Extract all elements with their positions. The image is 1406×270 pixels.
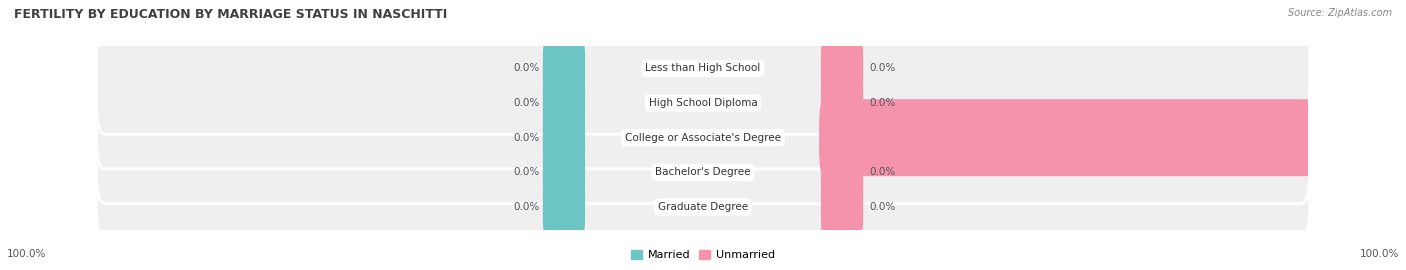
- Text: 0.0%: 0.0%: [513, 202, 540, 212]
- Text: 100.0%: 100.0%: [7, 249, 46, 259]
- Text: Less than High School: Less than High School: [645, 63, 761, 73]
- FancyBboxPatch shape: [96, 37, 1310, 169]
- Text: 0.0%: 0.0%: [513, 133, 540, 143]
- FancyBboxPatch shape: [543, 75, 585, 131]
- FancyBboxPatch shape: [543, 110, 585, 166]
- FancyBboxPatch shape: [96, 141, 1310, 270]
- Legend: Married, Unmarried: Married, Unmarried: [627, 245, 779, 264]
- FancyBboxPatch shape: [543, 144, 585, 200]
- Text: 0.0%: 0.0%: [869, 98, 896, 108]
- Text: 0.0%: 0.0%: [513, 63, 540, 73]
- FancyBboxPatch shape: [821, 179, 863, 235]
- FancyBboxPatch shape: [96, 72, 1310, 204]
- Text: FERTILITY BY EDUCATION BY MARRIAGE STATUS IN NASCHITTI: FERTILITY BY EDUCATION BY MARRIAGE STATU…: [14, 8, 447, 21]
- FancyBboxPatch shape: [821, 75, 863, 131]
- FancyBboxPatch shape: [820, 99, 1406, 176]
- Text: 100.0%: 100.0%: [1360, 249, 1399, 259]
- Text: College or Associate's Degree: College or Associate's Degree: [626, 133, 780, 143]
- FancyBboxPatch shape: [543, 40, 585, 96]
- Text: 0.0%: 0.0%: [869, 63, 896, 73]
- Text: Source: ZipAtlas.com: Source: ZipAtlas.com: [1288, 8, 1392, 18]
- FancyBboxPatch shape: [821, 144, 863, 200]
- FancyBboxPatch shape: [96, 107, 1310, 238]
- Text: High School Diploma: High School Diploma: [648, 98, 758, 108]
- Text: Graduate Degree: Graduate Degree: [658, 202, 748, 212]
- Text: Bachelor's Degree: Bachelor's Degree: [655, 167, 751, 177]
- Text: 0.0%: 0.0%: [513, 98, 540, 108]
- Text: 0.0%: 0.0%: [869, 167, 896, 177]
- Text: 0.0%: 0.0%: [513, 167, 540, 177]
- FancyBboxPatch shape: [821, 40, 863, 96]
- FancyBboxPatch shape: [96, 3, 1310, 134]
- FancyBboxPatch shape: [543, 179, 585, 235]
- Text: 0.0%: 0.0%: [869, 202, 896, 212]
